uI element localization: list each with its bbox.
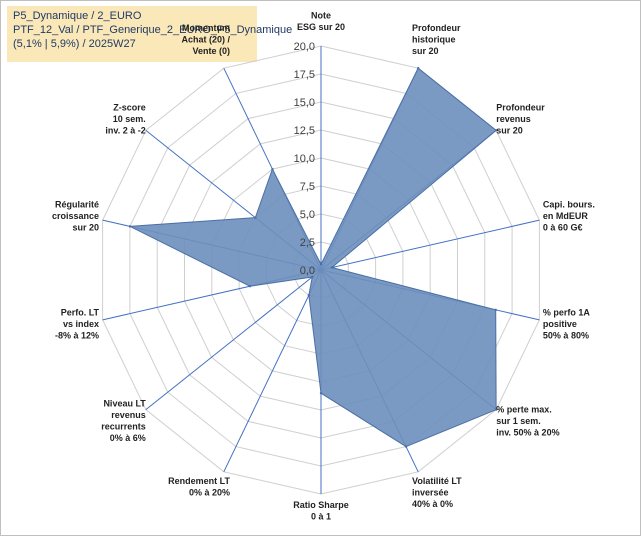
axis-label-line: sur 20 [73,223,100,233]
axis-label-line: recurrents [101,422,146,432]
axis-label-line: Achat (20) / [181,34,230,44]
axis-label-line: Vente (0) [192,46,230,56]
axis-label-line: Niveau LT [103,399,146,409]
axis-label-line: % perte max. [496,404,552,414]
tick-label: 12,5 [294,125,315,137]
info-line-2: PTF_12_Val / PTF_Generique_2_EURO_P5_Dyn… [13,24,293,36]
data-point [416,66,420,70]
info-line-1: P5_Dynamique / 2_EURO [13,10,142,22]
axis-label-line: sur 20 [496,126,523,136]
tick-label: 15,0 [294,97,315,109]
axis-label-line: Volatilité LT [412,476,462,486]
axis-label-line: % perfo 1A [543,307,591,317]
data-point [494,308,497,312]
tick-label: 2,5 [300,237,315,249]
axis-label-line: Profondeur [412,23,461,33]
axis-label-line: croissance [52,211,99,221]
axis-label-line: en MdEUR [543,211,589,221]
axis-label-line: -8% à 12% [55,330,99,340]
axis-label: Volatilité LT inversée 40% à 0% [412,476,462,509]
info-box: P5_Dynamique / 2_EURO PTF_12_Val / PTF_G… [7,6,293,62]
axis-label-line: revenus [111,410,146,420]
data-point [494,129,498,132]
axis-label: Profondeur revenus sur 20 [496,103,545,136]
data-point [254,216,257,219]
axis-label-line: ESG sur 20 [297,22,345,32]
axis-label-line: Perfo. LT [61,307,100,317]
axis-label-line: Régularité [55,200,99,210]
axis-label: Perfo. LT vs index -8% à 12% [55,307,100,340]
data-point [248,284,252,288]
axis-label-line: 0% à 6% [110,433,146,443]
data-point [319,392,323,395]
axis-label-line: vs index [63,319,99,329]
data-point [271,167,274,171]
axis-label-line: Ratio Sharpe [293,500,349,510]
axis-label-line: 10 sem. [113,114,146,124]
axis-label: Régularité croissance sur 20 [52,200,99,233]
axis-label-line: sur 20 [412,46,439,56]
axis-spoke [145,269,322,411]
axis-label-line: Profondeur [496,103,545,113]
axis-label: Momentum Achat (20) / Vente (0) [181,23,230,56]
axis-label: Capi. bours. en MdEUR 0 à 60 G€ [543,200,595,233]
axis-label-line: Momentum [182,23,230,33]
data-point [330,266,334,269]
tick-label: 17,5 [294,69,315,81]
tick-label: 5,0 [300,209,315,221]
axis-spoke [320,219,540,271]
tick-label: 10,0 [294,153,315,165]
data-point [311,275,314,279]
axis-label-line: historique [412,34,456,44]
axis-spoke [223,269,322,473]
axis-label-line: Capi. bours. [543,200,595,210]
axis-label-line: inversée [412,488,449,498]
axis-label: % perte max. sur 1 sem. inv. 50% à 20% [496,404,559,437]
axis-label: Ratio Sharpe 0 à 1 [293,500,349,522]
tick-label: 7,5 [300,181,315,193]
axis-label-line: 50% à 80% [543,330,589,340]
axis-label-line: Note [311,11,331,21]
axis-label-line: sur 1 sem. [496,416,541,426]
axis-label: Profondeur historique sur 20 [412,23,461,56]
tick-label: 20,0 [294,41,315,53]
data-point [404,445,408,448]
axis-label-line: inv. 2 à -2 [105,126,145,136]
axis-label-line: 40% à 0% [412,499,453,509]
data-point [307,294,311,297]
axis-label-line: inv. 50% à 20% [496,427,559,437]
axis-label-line: 0 à 1 [311,512,331,522]
axis-label-line: 0 à 60 G€ [543,223,583,233]
data-point [128,225,132,228]
axis-label: Rendement LT 0% à 20% [168,476,230,498]
axis-label-line: positive [543,319,577,329]
axis-label: Note ESG sur 20 [297,11,345,33]
info-line-3: (5,1% | 5,9%) / 2025W27 [13,38,136,50]
axis-label: Niveau LT revenus recurrents 0% à 6% [101,399,146,444]
axis-label: Z-score 10 sem. inv. 2 à -2 [105,103,145,136]
axis-label: % perfo 1A positive 50% à 80% [543,307,591,340]
axis-label-line: Z-score [113,103,146,113]
data-point [494,408,498,411]
tick-label: 0,0 [300,265,315,277]
axis-label-line: 0% à 20% [189,488,230,498]
axis-label-line: Rendement LT [168,476,230,486]
data-point [319,263,323,266]
axis-label-line: revenus [496,114,531,124]
